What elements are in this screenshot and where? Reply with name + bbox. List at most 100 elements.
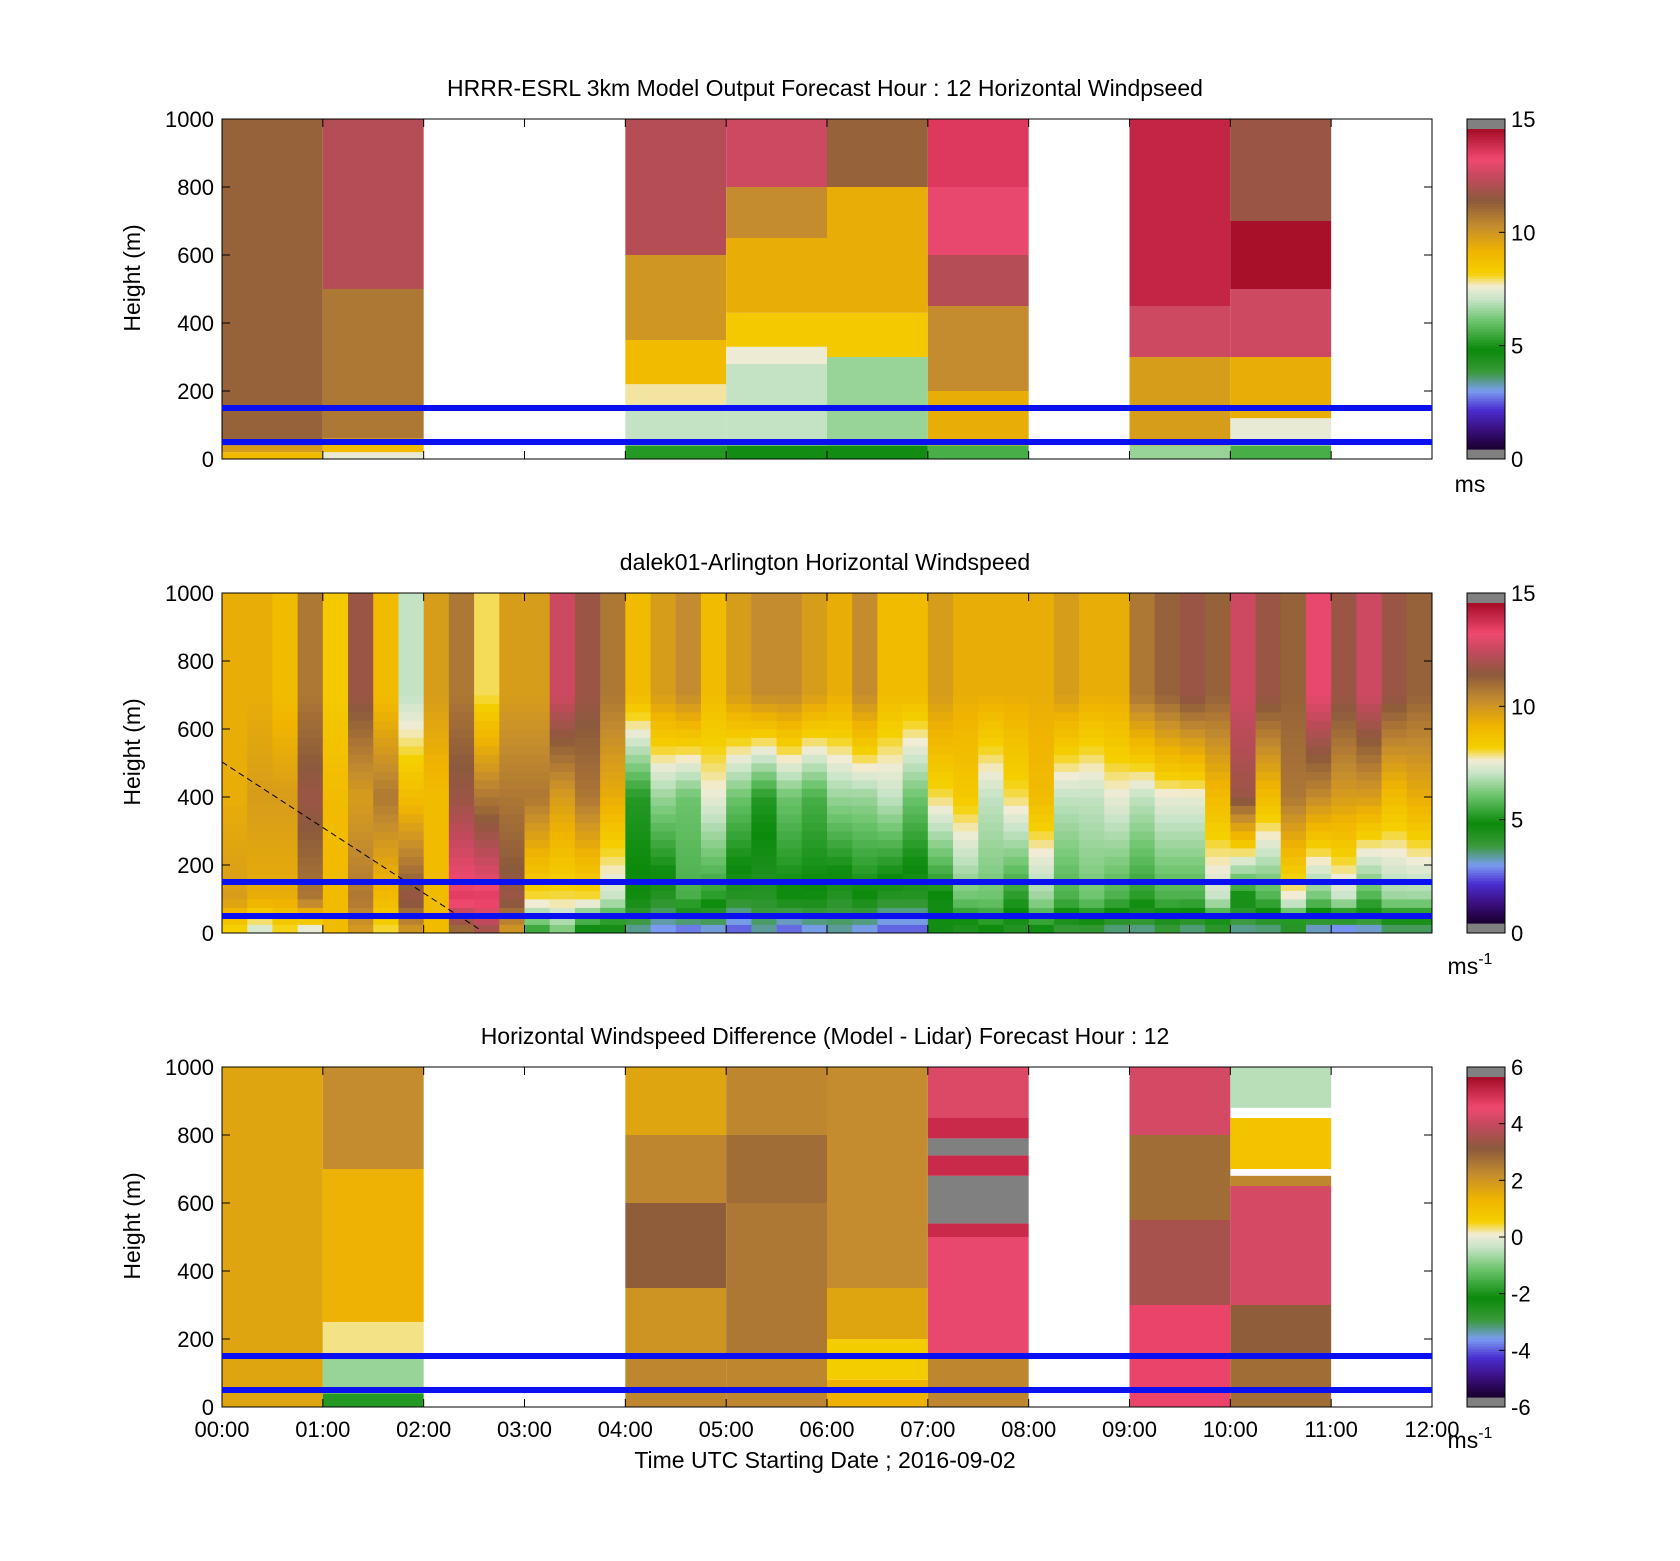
colorbar-swatch: [1467, 1111, 1505, 1115]
heatmap-cell: [398, 618, 425, 628]
heatmap-cell: [1230, 865, 1256, 874]
heatmap-cell: [852, 788, 878, 798]
colorbar-swatch: [1467, 760, 1505, 764]
colorbar-swatch: [1467, 318, 1505, 322]
heatmap-cell: [827, 119, 928, 187]
heatmap-cell: [978, 924, 1004, 934]
heatmap-cell: [751, 593, 777, 602]
colorbar-swatch: [1467, 1335, 1505, 1339]
y-tick-label: 800: [177, 1123, 214, 1148]
colorbar-swatch: [1467, 155, 1505, 159]
heatmap-cell: [650, 601, 677, 611]
heatmap-cell: [1381, 686, 1408, 696]
heatmap-cell: [1129, 669, 1156, 679]
heatmap-cell: [1205, 686, 1231, 696]
heatmap-cell: [927, 1118, 1029, 1139]
colorbar-swatch: [1467, 1309, 1505, 1313]
heatmap-cell: [1331, 856, 1357, 866]
heatmap-cell: [700, 865, 727, 874]
heatmap-cell: [373, 601, 399, 611]
heatmap-cell: [1179, 797, 1206, 806]
y-tick-label: 400: [177, 785, 214, 810]
heatmap-cell: [675, 873, 702, 883]
heatmap-cell: [751, 729, 777, 738]
colorbar-swatch: [1467, 238, 1505, 242]
heatmap-cell: [902, 763, 929, 772]
heatmap-cell: [448, 763, 475, 772]
heatmap-cell: [448, 729, 475, 738]
heatmap-cell: [1230, 831, 1256, 840]
heatmap-cell: [927, 627, 954, 636]
colorbar-swatch: [1467, 350, 1505, 354]
heatmap-cell: [953, 899, 979, 908]
colorbar-swatch: [1467, 291, 1505, 295]
heatmap-cell: [852, 635, 878, 645]
colorbar-swatch: [1467, 805, 1505, 809]
colorbar-tick-label: 10: [1511, 220, 1535, 245]
heatmap-cell: [574, 890, 601, 900]
heatmap-cell: [474, 661, 500, 670]
heatmap-cell: [1179, 805, 1206, 815]
panel-model: HRRR-ESRL 3km Model Output Forecast Hour…: [119, 75, 1535, 497]
heatmap-cell: [776, 788, 803, 798]
heatmap-cell: [373, 720, 399, 730]
colorbar-swatch: [1467, 624, 1505, 628]
heatmap-cell: [776, 678, 803, 687]
heatmap-cell: [1356, 763, 1382, 772]
heatmap-cell: [600, 610, 626, 619]
heatmap-cell: [675, 805, 702, 815]
heatmap-cell: [801, 890, 828, 900]
heatmap-cell: [1255, 839, 1282, 849]
heatmap-cell: [1356, 678, 1382, 687]
colorbar-swatch: [1467, 653, 1505, 657]
heatmap-cell: [877, 593, 904, 602]
heatmap-cell: [852, 822, 878, 832]
heatmap-cell: [574, 899, 601, 908]
heatmap-cell: [574, 593, 601, 602]
heatmap-cell: [1179, 720, 1206, 730]
heatmap-cell: [827, 686, 853, 696]
heatmap-cell: [373, 822, 399, 832]
heatmap-cell: [1129, 729, 1156, 738]
colorbar-swatch: [1467, 773, 1505, 777]
heatmap-cell: [1003, 856, 1030, 866]
heatmap-cell: [877, 848, 904, 857]
colorbar-swatch: [1467, 757, 1505, 761]
heatmap-cell: [549, 644, 576, 653]
heatmap-cell: [474, 610, 500, 619]
colorbar-swatch: [1467, 358, 1505, 362]
heatmap-cell: [348, 661, 374, 670]
heatmap-cell: [751, 712, 777, 721]
heatmap-cell: [902, 635, 929, 645]
heatmap-cell: [953, 618, 979, 628]
heatmap-cell: [1205, 797, 1231, 806]
heatmap-cell: [625, 882, 651, 891]
heatmap-cell: [978, 601, 1004, 611]
heatmap-cell: [297, 610, 324, 619]
heatmap-cell: [675, 763, 702, 772]
heatmap-cell: [600, 848, 626, 857]
colorbar-swatch: [1467, 912, 1505, 916]
heatmap-cell: [222, 445, 323, 453]
heatmap-cell: [474, 695, 500, 704]
colorbar-swatch: [1467, 1362, 1505, 1366]
heatmap-cell: [373, 865, 399, 874]
heatmap-cell: [1003, 865, 1030, 874]
heatmap-cell: [1230, 1356, 1332, 1407]
heatmap-cell: [1003, 661, 1030, 670]
heatmap-cell: [1079, 712, 1105, 721]
heatmap-cell: [1205, 882, 1231, 891]
heatmap-cell: [448, 635, 475, 645]
heatmap-cell: [1406, 754, 1433, 764]
heatmap-cell: [1028, 780, 1055, 789]
heatmap-cell: [398, 695, 425, 704]
heatmap-cell: [499, 601, 525, 611]
heatmap-cell: [1331, 899, 1357, 908]
heatmap-cell: [1129, 635, 1156, 645]
colorbar-swatch: [1467, 206, 1505, 210]
heatmap-cell: [927, 187, 1029, 255]
heatmap-cell: [1331, 865, 1357, 874]
heatmap-cell: [1356, 754, 1382, 764]
heatmap-cell: [448, 839, 475, 849]
heatmap-cell: [1205, 763, 1231, 772]
